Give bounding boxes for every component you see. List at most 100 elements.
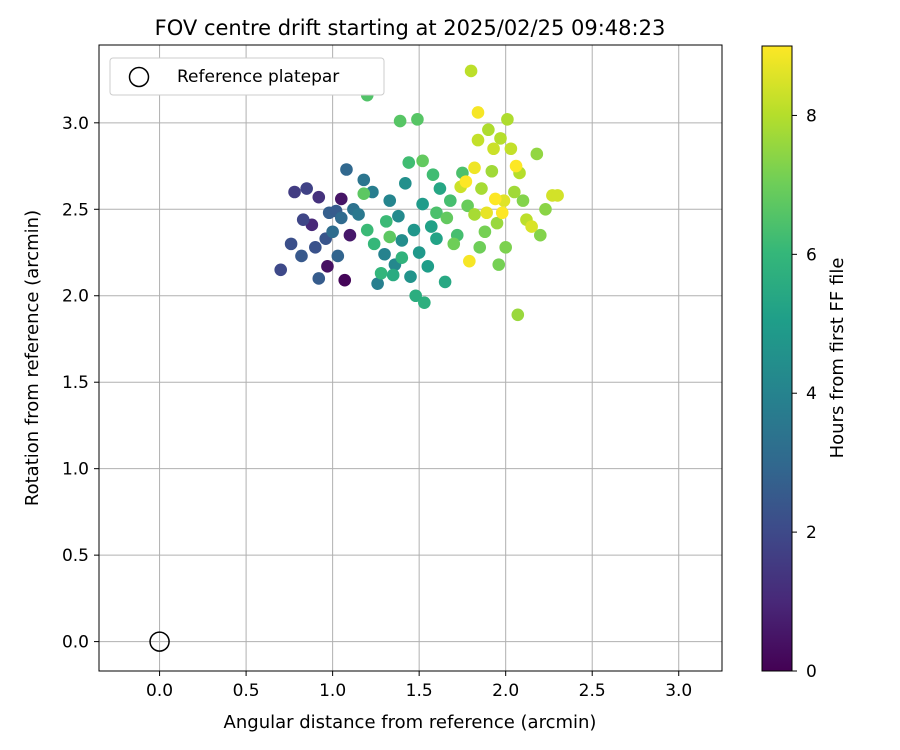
data-point: [480, 206, 493, 220]
data-point: [386, 268, 400, 282]
y-axis-label: Rotation from reference (arcmin): [22, 210, 43, 506]
data-point: [426, 168, 440, 181]
legend-box: [109, 57, 385, 96]
data-point: [367, 237, 381, 251]
plot-area: [99, 45, 722, 671]
data-point: [475, 182, 488, 195]
y-tick-label: 0.5: [62, 546, 89, 566]
data-point: [374, 266, 388, 280]
y-tick-label: 2.5: [62, 200, 89, 220]
data-point: [468, 208, 481, 221]
data-point: [471, 133, 485, 147]
data-point: [340, 163, 353, 176]
data-point: [418, 296, 431, 309]
data-point: [482, 123, 495, 137]
data-point: [392, 209, 405, 223]
data-point: [459, 175, 473, 188]
data-point: [468, 161, 481, 175]
data-point: [492, 258, 506, 271]
data-point: [395, 234, 409, 247]
chart-title: FOV centre drift starting at 2025/02/25 …: [155, 16, 666, 40]
data-point: [461, 199, 474, 213]
colorbar-tick-label: 8: [806, 106, 817, 126]
y-tick-label: 3.0: [62, 114, 89, 134]
data-point: [334, 192, 348, 206]
data-point: [399, 177, 412, 190]
data-point: [300, 182, 313, 195]
data-point: [463, 254, 476, 268]
colorbar-tick-label: 6: [806, 245, 817, 265]
data-point: [331, 249, 345, 263]
data-point: [421, 260, 435, 273]
reference-platepar-marker: [149, 631, 170, 652]
colorbar-label: Hours from first FF file: [827, 258, 848, 459]
x-tick-label: 3.0: [665, 681, 692, 701]
data-point: [312, 272, 326, 285]
data-point: [343, 228, 357, 242]
data-point: [464, 64, 478, 78]
data-point: [495, 206, 509, 220]
y-tick-label: 1.0: [62, 460, 89, 480]
y-tick-label: 0.0: [62, 633, 89, 653]
y-tick-label: 2.0: [62, 287, 89, 307]
x-tick-label: 1.0: [319, 681, 346, 701]
data-point: [478, 225, 492, 239]
data-point: [274, 263, 288, 277]
data-point: [402, 156, 416, 169]
data-point: [296, 213, 310, 226]
data-point: [383, 194, 397, 207]
x-tick-label: 0.0: [146, 681, 173, 701]
data-point: [430, 232, 443, 245]
data-point: [551, 189, 564, 202]
data-point: [409, 289, 422, 303]
data-point: [504, 142, 518, 156]
legend-marker-icon: [128, 66, 150, 88]
data-point: [424, 220, 438, 233]
plot-frame: [98, 44, 723, 672]
data-point: [511, 308, 525, 322]
data-point: [383, 230, 397, 244]
data-point: [309, 241, 322, 254]
data-point: [447, 237, 461, 251]
colorbar-tick-label: 0: [806, 662, 817, 682]
data-point: [416, 197, 429, 211]
data-point: [352, 208, 365, 221]
legend: Reference platepar: [109, 57, 385, 96]
data-point: [326, 225, 339, 239]
data-point: [494, 132, 507, 145]
y-tick-label: 1.5: [62, 373, 89, 393]
data-point: [338, 273, 352, 287]
data-point: [295, 249, 308, 263]
data-point: [433, 182, 447, 195]
data-point: [284, 237, 298, 251]
data-point: [539, 202, 552, 216]
data-point: [412, 246, 426, 259]
x-tick-label: 1.5: [406, 681, 433, 701]
data-point: [321, 260, 334, 273]
data-point: [411, 113, 424, 126]
data-point: [490, 216, 504, 230]
data-point: [371, 277, 384, 290]
x-tick-label: 2.0: [492, 681, 519, 701]
data-point: [473, 241, 487, 254]
data-point: [312, 190, 326, 204]
data-point: [487, 142, 500, 156]
data-point: [440, 211, 454, 225]
data-point: [334, 211, 348, 225]
data-point: [360, 223, 374, 237]
data-point: [525, 220, 538, 233]
data-point: [444, 194, 457, 207]
data-point: [509, 159, 523, 173]
x-tick-label: 0.5: [233, 681, 260, 701]
legend-entry-label: Reference platepar: [177, 67, 339, 87]
data-point: [395, 251, 409, 265]
data-point: [516, 194, 530, 207]
data-point: [407, 223, 421, 237]
x-tick-label: 2.5: [579, 681, 606, 701]
grid-lines: [99, 45, 722, 671]
y-axis: 0.0 0.5 1.0 1.5 2.0 2.5 3.0: [62, 114, 99, 653]
colorbar-tick-label: 2: [806, 523, 817, 543]
data-point: [530, 147, 544, 161]
data-point: [499, 241, 512, 254]
